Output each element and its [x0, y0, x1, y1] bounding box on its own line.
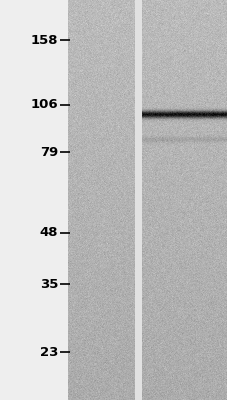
- Text: 48: 48: [39, 226, 58, 240]
- Text: 23: 23: [39, 346, 58, 358]
- Text: 106: 106: [30, 98, 58, 112]
- Text: 35: 35: [39, 278, 58, 290]
- Text: 158: 158: [30, 34, 58, 46]
- Text: 79: 79: [39, 146, 58, 158]
